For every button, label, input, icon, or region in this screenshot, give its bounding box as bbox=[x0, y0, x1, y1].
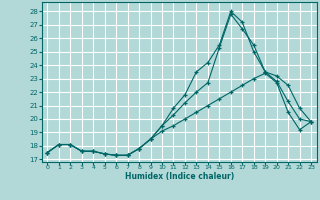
X-axis label: Humidex (Indice chaleur): Humidex (Indice chaleur) bbox=[124, 172, 234, 181]
